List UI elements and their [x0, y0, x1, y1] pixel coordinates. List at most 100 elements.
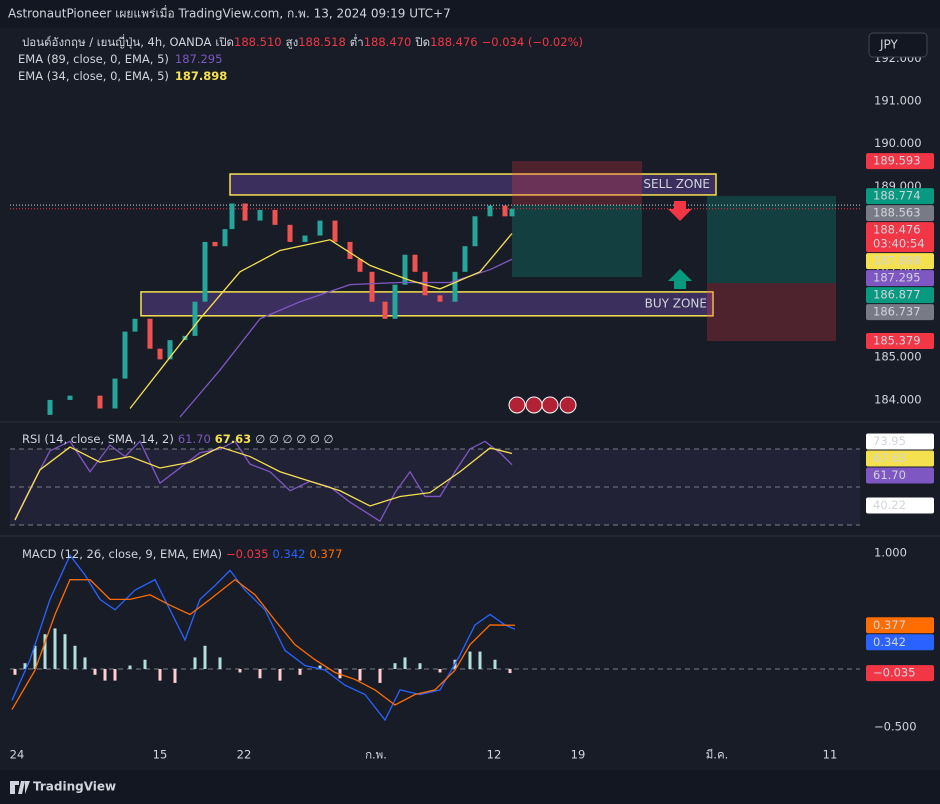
price-label: 188.476: [873, 223, 921, 237]
histogram-bar: [103, 669, 107, 681]
histogram-bar: [218, 657, 222, 670]
histogram-bar: [468, 651, 472, 670]
indicator-legend: EMA (34, close, 0, EMA, 5) 187.898: [18, 69, 227, 83]
candle: [167, 340, 173, 360]
price-label: 185.379: [873, 334, 921, 348]
histogram-bar: [33, 645, 37, 670]
candle: [112, 378, 118, 409]
histogram-bar: [318, 665, 322, 670]
currency-button[interactable]: JPY: [868, 32, 928, 58]
position-profit: [707, 196, 836, 284]
candle: [462, 246, 468, 272]
legend-value: 0.377: [309, 547, 342, 561]
logo-text[interactable]: TradingView: [33, 780, 116, 794]
histogram-bar: [358, 669, 362, 681]
indicator-name: EMA (34, close, 0, EMA, 5): [18, 69, 169, 83]
sell-arrow: [668, 201, 692, 221]
histogram-bar: [493, 659, 497, 670]
bar-countdown: 03:40:54: [873, 237, 925, 251]
price-label: 67.63: [873, 451, 906, 465]
indicator-line: [11, 554, 516, 722]
candle: [502, 205, 508, 217]
price-label-box: [866, 497, 934, 514]
ema-line: [129, 233, 513, 409]
zone: [229, 173, 717, 196]
candle: [452, 271, 458, 302]
ohlc-label: เปิด: [215, 35, 234, 49]
price-label-box: [866, 450, 934, 467]
buy-arrow: [668, 269, 692, 289]
price-label: −0.035: [873, 666, 916, 680]
histogram-bar: [13, 669, 17, 675]
candle: [317, 220, 323, 236]
indicator-legend: EMA (89, close, 0, EMA, 5) 187.295: [18, 52, 222, 66]
currency-label[interactable]: JPY: [879, 38, 899, 52]
y-tick-label: 185.000: [874, 350, 922, 364]
legend-extra: ∅ ∅ ∅ ∅ ∅ ∅: [255, 432, 333, 446]
macd-pane: [10, 554, 860, 722]
price-label-box: [866, 205, 934, 222]
legend-value: 0.342: [273, 547, 306, 561]
candle: [382, 301, 388, 319]
legend-title: MACD (12, 26, close, 9, EMA, EMA): [22, 547, 222, 561]
histogram-bar: [278, 669, 282, 681]
y-tick-label: 1.000: [874, 545, 907, 559]
price-label: 61.70: [873, 468, 906, 482]
x-tick-label: 15: [153, 748, 168, 762]
price-label: 186.877: [873, 288, 921, 302]
price-axis: 184.000185.000186.000187.000188.000189.0…: [866, 51, 934, 734]
histogram-bar: [93, 669, 97, 675]
candle: [302, 235, 308, 242]
price-pane: SELL ZONE BUY ZONE: [10, 161, 860, 418]
candle: [369, 271, 375, 302]
histogram-bar: [43, 634, 47, 670]
candle: [412, 254, 418, 272]
price-label-box: [866, 634, 934, 651]
candle: [132, 318, 138, 332]
price-label: 73.95: [873, 434, 906, 448]
histogram-bar: [298, 669, 302, 675]
histogram-bar: [63, 634, 67, 670]
histogram-bar: [73, 645, 77, 670]
ohlc-label: ต่ำ: [350, 34, 364, 49]
candle: [257, 209, 263, 221]
legend-title: RSI (14, close, SMA, 14, 2): [22, 432, 174, 446]
indicator-name: EMA (89, close, 0, EMA, 5): [18, 52, 169, 66]
histogram-bar: [403, 657, 407, 670]
ema-line: [179, 258, 513, 418]
price-label-box: [866, 433, 934, 450]
position-loss: [512, 161, 642, 206]
event-flags: [508, 396, 577, 414]
legends: ปอนด์อังกฤษ / เยนญี่ปุ่น, 4h, OANDA เปิด 1…: [18, 34, 583, 561]
price-label: 188.774: [873, 189, 921, 203]
price-label-box: [866, 617, 934, 634]
price-label-box: [866, 665, 934, 682]
candle: [509, 208, 515, 217]
candle: [229, 203, 235, 230]
histogram-bar: [113, 669, 117, 681]
legend: MACD (12, 26, close, 9, EMA, EMA) −0.035 0…: [22, 547, 342, 561]
y-tick-label: 191.000: [874, 94, 922, 108]
candle: [242, 203, 248, 221]
ohlc-value: 188.470: [364, 35, 412, 49]
ohlc-label: สูง: [286, 35, 299, 49]
candle: [222, 229, 228, 247]
histogram-bar: [438, 669, 442, 673]
x-tick-label: 12: [487, 748, 502, 762]
price-label: 189.593: [873, 154, 921, 168]
x-tick-label: ก.พ.: [365, 748, 387, 762]
price-label: 187.295: [873, 271, 921, 285]
y-tick-label: 190.000: [874, 136, 922, 150]
candle: [487, 205, 493, 217]
legend-title: ปอนด์อังกฤษ / เยนญี่ปุ่น, 4h, OANDA: [22, 34, 211, 49]
zone-label: BUY ZONE: [645, 296, 707, 310]
x-tick-label: 22: [237, 748, 252, 762]
header-text: AstronautPioneer เผยแพร่เมื่อ TradingVie…: [8, 5, 451, 21]
price-label: 40.22: [873, 498, 906, 512]
candle: [202, 241, 208, 302]
tradingview-logo[interactable]: TradingView: [10, 780, 116, 795]
histogram-bar: [53, 628, 57, 670]
price-label-box: [866, 270, 934, 287]
